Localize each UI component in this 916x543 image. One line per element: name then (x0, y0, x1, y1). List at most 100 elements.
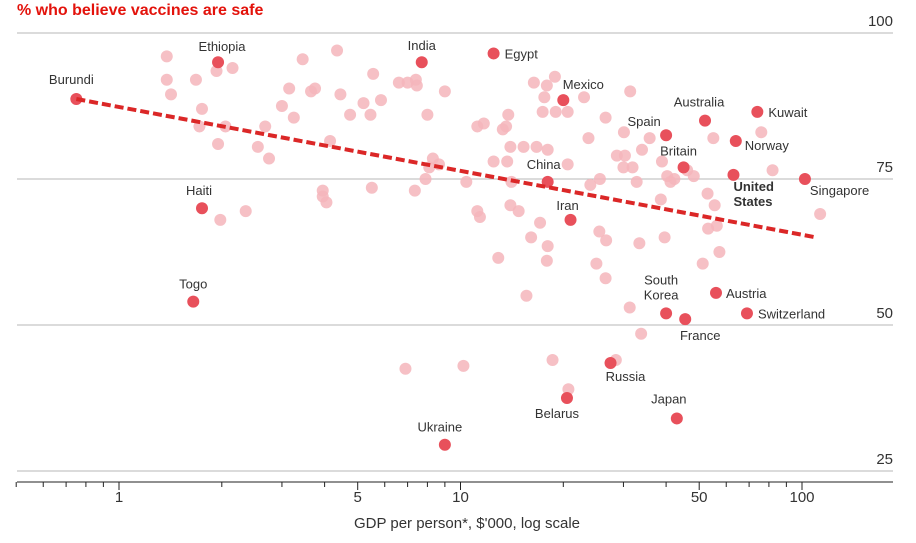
label-south-korea: South Korea (644, 272, 679, 302)
point-togo (187, 295, 200, 308)
data-point (525, 231, 538, 244)
data-point (530, 140, 543, 153)
data-point (617, 126, 630, 139)
label-britain: Britain (660, 143, 697, 158)
x-tick-label-100: 100 (789, 489, 814, 506)
gridlines (17, 32, 893, 472)
label-united-states: United States (733, 179, 774, 209)
x-tick-label-10: 10 (452, 489, 469, 506)
point-switzerland (740, 307, 753, 320)
label-norway: Norway (745, 138, 790, 153)
chart-title: % who believe vaccines are safe (17, 2, 264, 19)
label-spain: Spain (627, 114, 660, 129)
label-belarus: Belarus (535, 406, 580, 421)
point-britain (677, 161, 690, 174)
label-france: France (680, 328, 720, 343)
data-point (487, 155, 500, 168)
label-haiti: Haiti (186, 183, 212, 198)
label-russia: Russia (606, 369, 647, 384)
point-india (415, 56, 428, 69)
point-russia (604, 356, 617, 369)
data-point (599, 272, 612, 285)
data-point (600, 234, 613, 247)
data-point (364, 108, 377, 121)
x-axis-label: GDP per person*, $'000, log scale (354, 515, 580, 532)
data-point (287, 111, 300, 124)
data-point (626, 161, 639, 174)
data-point (501, 155, 514, 168)
data-point (534, 216, 547, 229)
data-point (195, 102, 208, 115)
data-point (655, 155, 668, 168)
data-point (239, 205, 252, 218)
data-point (296, 53, 309, 66)
data-point (496, 123, 509, 136)
data-point (344, 108, 357, 121)
data-point (713, 246, 726, 258)
data-point (548, 70, 561, 83)
data-point (701, 187, 714, 200)
data-point (408, 184, 421, 197)
data-point (643, 132, 656, 145)
data-point (710, 219, 723, 232)
data-point (633, 237, 646, 250)
data-point (654, 193, 667, 206)
point-japan (670, 412, 683, 425)
label-burundi: Burundi (49, 72, 94, 87)
data-point (578, 91, 591, 104)
x-tick-label-1: 1 (115, 489, 123, 506)
label-iran: Iran (556, 198, 578, 213)
point-australia (699, 114, 712, 127)
data-point (630, 175, 643, 188)
data-point (331, 44, 344, 57)
point-belarus (560, 392, 573, 404)
point-singapore (798, 173, 811, 185)
point-iran (564, 213, 577, 226)
data-point (541, 143, 554, 156)
data-point (259, 120, 272, 133)
data-point (517, 140, 530, 153)
data-point (527, 76, 540, 89)
data-point (593, 173, 606, 185)
label-austria: Austria (726, 286, 767, 301)
data-point (504, 140, 517, 153)
data-point (536, 105, 549, 118)
point-south-korea (660, 307, 673, 320)
point-ethiopia (212, 56, 225, 69)
data-point (477, 117, 490, 130)
data-point (658, 231, 671, 244)
x-tick-label-50: 50 (691, 489, 708, 506)
data-point (263, 152, 276, 165)
data-point (160, 50, 173, 63)
x-axis: 1 5 10 50 100 (15, 481, 893, 506)
label-switzerland: Switzerland (758, 306, 825, 321)
data-point (766, 164, 779, 177)
data-point (599, 111, 612, 124)
label-mexico: Mexico (563, 77, 604, 92)
data-point (624, 85, 637, 98)
label-togo: Togo (179, 277, 207, 292)
label-singapore: Singapore (810, 183, 869, 198)
label-australia: Australia (674, 95, 725, 110)
data-point (538, 91, 551, 104)
data-point (399, 362, 412, 375)
country-labels: Burundi Ethiopia India Egypt Mexico Australia… (49, 38, 869, 435)
data-point (590, 257, 603, 270)
data-point (438, 85, 451, 98)
data-point (593, 225, 606, 238)
data-point (707, 132, 720, 145)
data-point (636, 143, 649, 156)
point-spain (660, 129, 673, 142)
data-point (755, 126, 768, 139)
label-india: India (408, 38, 437, 53)
point-kuwait (751, 105, 764, 118)
data-point (687, 170, 700, 183)
data-point (160, 73, 173, 86)
label-ethiopia: Ethiopia (199, 39, 247, 54)
data-point (410, 79, 423, 92)
point-ukraine (438, 438, 451, 451)
y-tick-label-50: 50 (876, 305, 893, 322)
data-point (623, 301, 636, 314)
data-point (357, 97, 370, 110)
